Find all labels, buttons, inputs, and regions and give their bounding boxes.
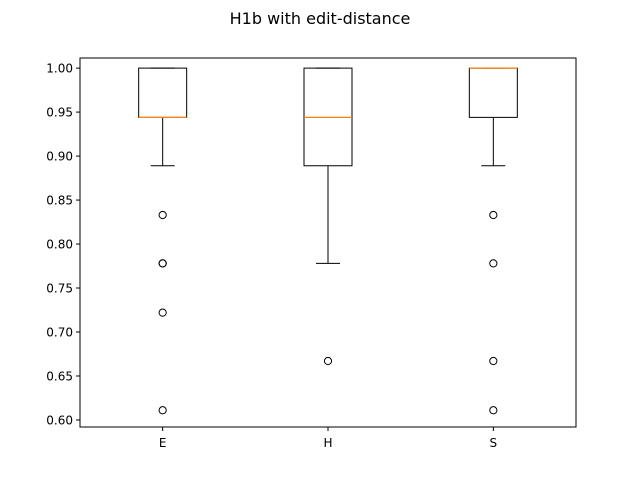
outlier-point	[490, 407, 497, 414]
y-tick-label: 0.85	[46, 194, 73, 208]
outlier-point	[159, 407, 166, 414]
y-axis: 0.60 0.65 0.70 0.75 0.80 0.85 0.90 0.95 1.00	[46, 62, 80, 428]
box-H	[304, 68, 352, 365]
boxes-group	[139, 68, 518, 414]
chart-title: H1b with edit-distance	[230, 9, 411, 28]
y-tick-label: 0.80	[46, 238, 73, 252]
y-tick-label: 0.60	[46, 413, 73, 427]
outlier-point	[159, 211, 166, 218]
y-tick-label: 0.90	[46, 150, 73, 164]
outlier-point	[490, 260, 497, 267]
x-tick-label: H	[323, 436, 332, 450]
box-iqr	[139, 68, 187, 117]
outlier-point	[159, 309, 166, 316]
x-tick-label: S	[490, 436, 498, 450]
box-iqr	[469, 68, 517, 117]
y-tick-label: 0.70	[46, 326, 73, 340]
y-tick-label: 1.00	[46, 62, 73, 76]
box-S	[469, 68, 517, 414]
outlier-point	[324, 357, 331, 364]
outlier-point	[490, 357, 497, 364]
box-E	[139, 68, 187, 414]
y-tick-label: 0.65	[46, 369, 73, 383]
outlier-point	[159, 260, 166, 267]
x-tick-label: E	[159, 436, 167, 450]
y-tick-label: 0.75	[46, 282, 73, 296]
y-tick-label: 0.95	[46, 106, 73, 120]
outlier-point	[490, 211, 497, 218]
